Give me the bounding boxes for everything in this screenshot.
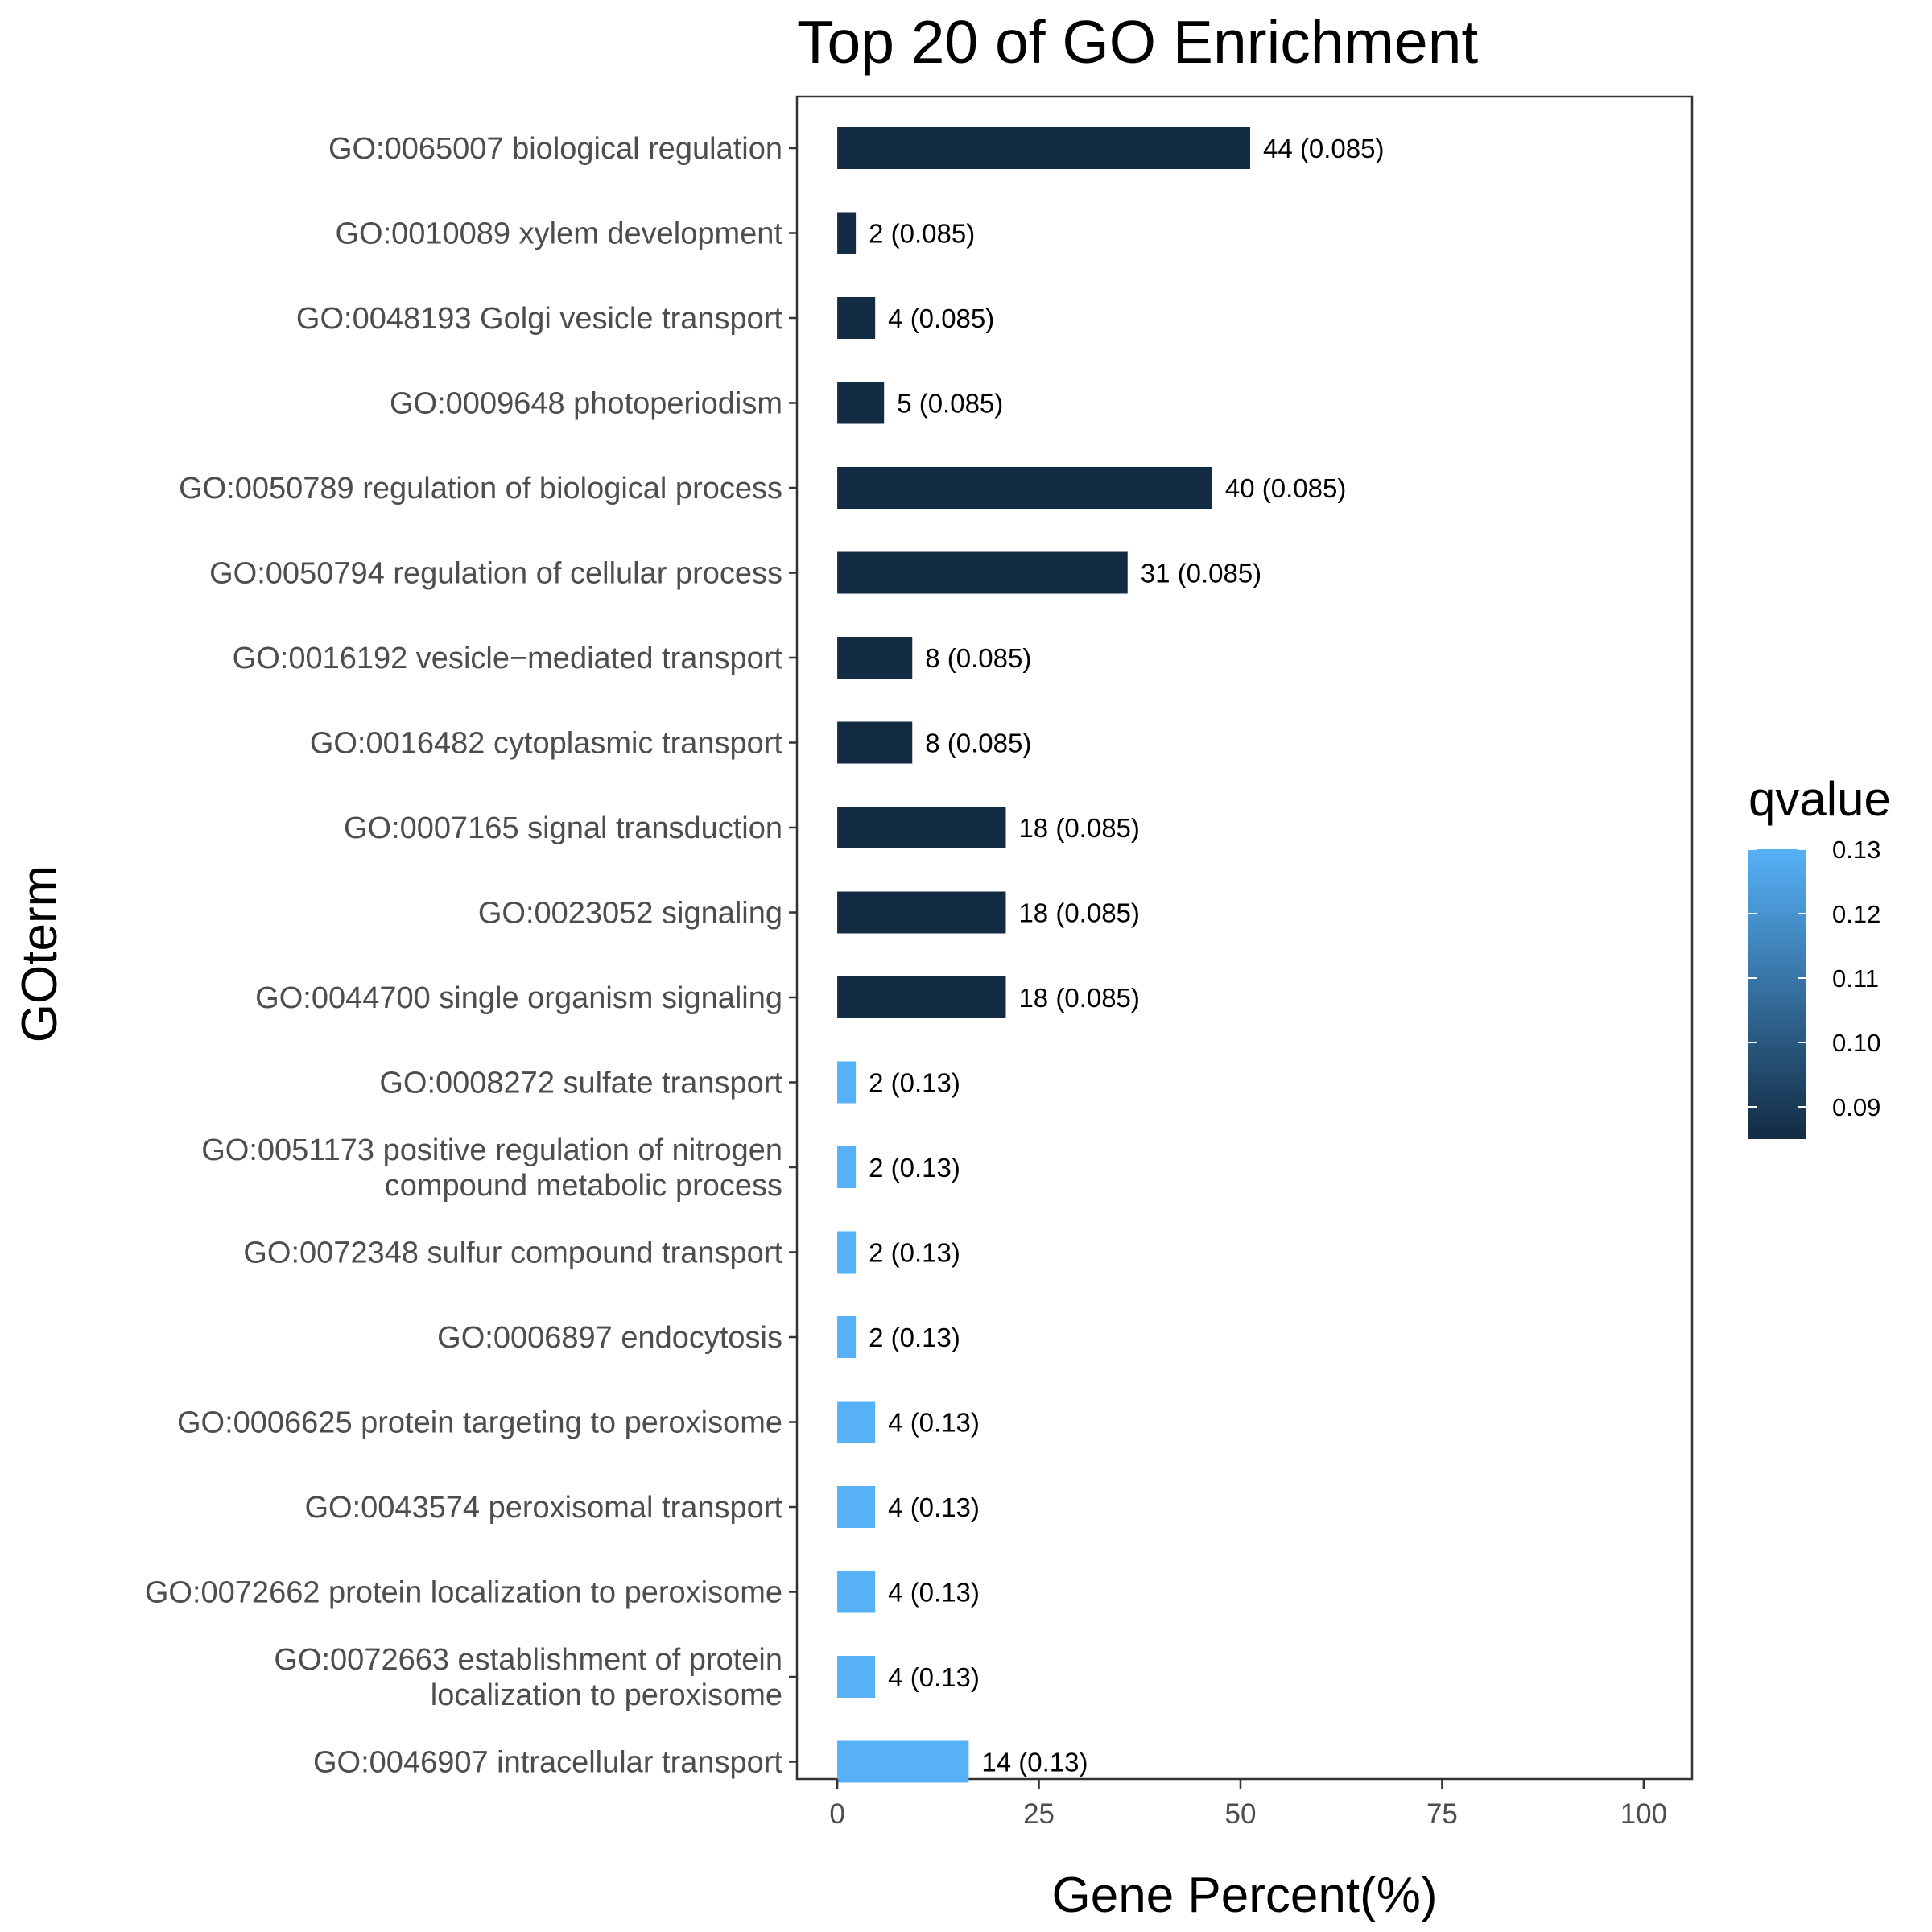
- bar-go-0072348: [837, 1231, 857, 1274]
- y-tick-label-go-0065007: GO:0065007 biological regulation: [328, 132, 782, 166]
- y-tick-label-go-0050789: GO:0050789 regulation of biological proc…: [179, 472, 782, 506]
- bar-go-0048193: [837, 297, 876, 339]
- legend-colorbar: [1748, 849, 1806, 1139]
- bar-go-0050789: [837, 467, 1212, 509]
- bar-go-0010089: [837, 212, 857, 254]
- y-tick-label-go-0050794: GO:0050794 regulation of cellular proces…: [209, 557, 782, 591]
- bar-label-go-0023052: 18 (0.085): [1018, 898, 1139, 928]
- legend-tick-label: 0.12: [1832, 900, 1880, 928]
- legend-tick-label: 0.13: [1832, 836, 1880, 864]
- bar-go-0023052: [837, 891, 1006, 934]
- legend-ticks: 0.09 0.10 0.11 0.12 0.13: [1748, 836, 1880, 1121]
- bar-go-0006897: [837, 1316, 857, 1358]
- bar-go-0016192: [837, 637, 913, 679]
- bar-label-go-0046907: 14 (0.13): [981, 1748, 1088, 1777]
- y-tick-label-go-0008272: GO:0008272 sulfate transport: [379, 1067, 782, 1100]
- y-tick-label-go-0043574: GO:0043574 peroxisomal transport: [304, 1491, 782, 1525]
- bars-layer: [837, 127, 1251, 1783]
- x-tick-label-25: 25: [1023, 1798, 1055, 1830]
- bar-label-go-0016192: 8 (0.085): [925, 643, 1031, 673]
- bar-go-0072663: [837, 1656, 876, 1698]
- x-axis: 0 25 50 75 100: [829, 1779, 1667, 1830]
- bar-label-go-0050789: 40 (0.085): [1225, 473, 1346, 503]
- bar-label-go-0007165: 18 (0.085): [1018, 813, 1139, 843]
- bar-go-0050794: [837, 551, 1128, 594]
- y-tick-label-go-0046907: GO:0046907 intracellular transport: [313, 1746, 782, 1780]
- bar-go-0008272: [837, 1061, 857, 1104]
- bar-go-0051173: [837, 1146, 857, 1188]
- x-tick-label-0: 0: [829, 1798, 844, 1830]
- y-tick-label-go-0009648: GO:0009648 photoperiodism: [390, 387, 782, 421]
- bar-go-0006625: [837, 1401, 876, 1443]
- legend-tick-label: 0.10: [1832, 1029, 1880, 1057]
- bar-go-0009648: [837, 382, 885, 424]
- chart-title: Top 20 of GO Enrichment: [797, 8, 1478, 76]
- legend-tick-label: 0.09: [1832, 1093, 1880, 1121]
- y-tick-label-go-0048193: GO:0048193 Golgi vesicle transport: [296, 302, 783, 336]
- x-tick-label-75: 75: [1426, 1798, 1458, 1830]
- bar-label-go-0051173: 2 (0.13): [869, 1153, 960, 1183]
- bar-label-go-0072663: 4 (0.13): [888, 1662, 980, 1692]
- bar-label-go-0044700: 18 (0.085): [1018, 983, 1139, 1013]
- y-tick-label-go-0051173: GO:0051173 positive regulation of nitrog…: [201, 1133, 782, 1203]
- bar-go-0046907: [837, 1740, 969, 1783]
- bar-label-go-0006897: 2 (0.13): [869, 1323, 960, 1352]
- bar-label-go-0043574: 4 (0.13): [888, 1492, 980, 1522]
- bar-label-go-0008272: 2 (0.13): [869, 1068, 960, 1098]
- qvalue-legend: qvalue 0.09 0.10 0.11 0.12 0.13: [1748, 772, 1891, 1139]
- y-tick-label-go-0007165: GO:0007165 signal transduction: [344, 811, 782, 845]
- bar-label-go-0048193: 4 (0.085): [888, 303, 994, 333]
- bar-go-0043574: [837, 1486, 876, 1528]
- bar-label-go-0072662: 4 (0.13): [888, 1578, 980, 1608]
- bar-label-go-0009648: 5 (0.085): [897, 389, 1003, 419]
- plot-panel: [795, 95, 1694, 1781]
- bar-go-0007165: [837, 807, 1006, 848]
- y-axis-title: GOterm: [12, 865, 68, 1042]
- bar-label-go-0016482: 8 (0.085): [925, 729, 1031, 758]
- bar-label-go-0065007: 44 (0.085): [1263, 134, 1384, 163]
- y-tick-label-go-0044700: GO:0044700 single organism signaling: [255, 981, 782, 1015]
- y-tick-label-go-0016482: GO:0016482 cytoplasmic transport: [310, 727, 783, 761]
- legend-tick-label: 0.11: [1832, 964, 1879, 993]
- bar-go-0072662: [837, 1571, 876, 1613]
- bar-label-go-0010089: 2 (0.085): [869, 219, 975, 249]
- y-tick-label-go-0010089: GO:0010089 xylem development: [335, 217, 782, 251]
- y-tick-label-go-0023052: GO:0023052 signaling: [478, 897, 782, 931]
- bar-go-0044700: [837, 976, 1006, 1018]
- y-tick-label-go-0072662: GO:0072662 protein localization to perox…: [145, 1576, 782, 1610]
- bar-label-go-0072348: 2 (0.13): [869, 1238, 960, 1268]
- y-tick-label-go-0006897: GO:0006897 endocytosis: [437, 1321, 782, 1355]
- bar-go-0065007: [837, 127, 1251, 169]
- bar-labels-layer: 44 (0.085) 2 (0.085) 4 (0.085) 5 (0.085) 40 …: [869, 134, 1384, 1777]
- bar-label-go-0006625: 4 (0.13): [888, 1408, 980, 1438]
- x-axis-title: Gene Percent(%): [1052, 1868, 1438, 1923]
- y-tick-label-go-0016192: GO:0016192 vesicle−mediated transport: [233, 642, 783, 675]
- legend-title: qvalue: [1748, 772, 1891, 826]
- bar-go-0016482: [837, 721, 913, 764]
- y-axis: GO:0065007 biological regulation GO:00100…: [145, 132, 797, 1780]
- y-tick-label-go-0072663: GO:0072663 establishment of protein local…: [274, 1643, 782, 1712]
- bar-label-go-0050794: 31 (0.085): [1141, 559, 1261, 588]
- x-tick-label-50: 50: [1225, 1798, 1257, 1830]
- x-tick-label-100: 100: [1620, 1798, 1667, 1830]
- y-tick-label-go-0006625: GO:0006625 protein targeting to peroxiso…: [177, 1406, 782, 1440]
- y-tick-label-go-0072348: GO:0072348 sulfur compound transport: [243, 1236, 782, 1270]
